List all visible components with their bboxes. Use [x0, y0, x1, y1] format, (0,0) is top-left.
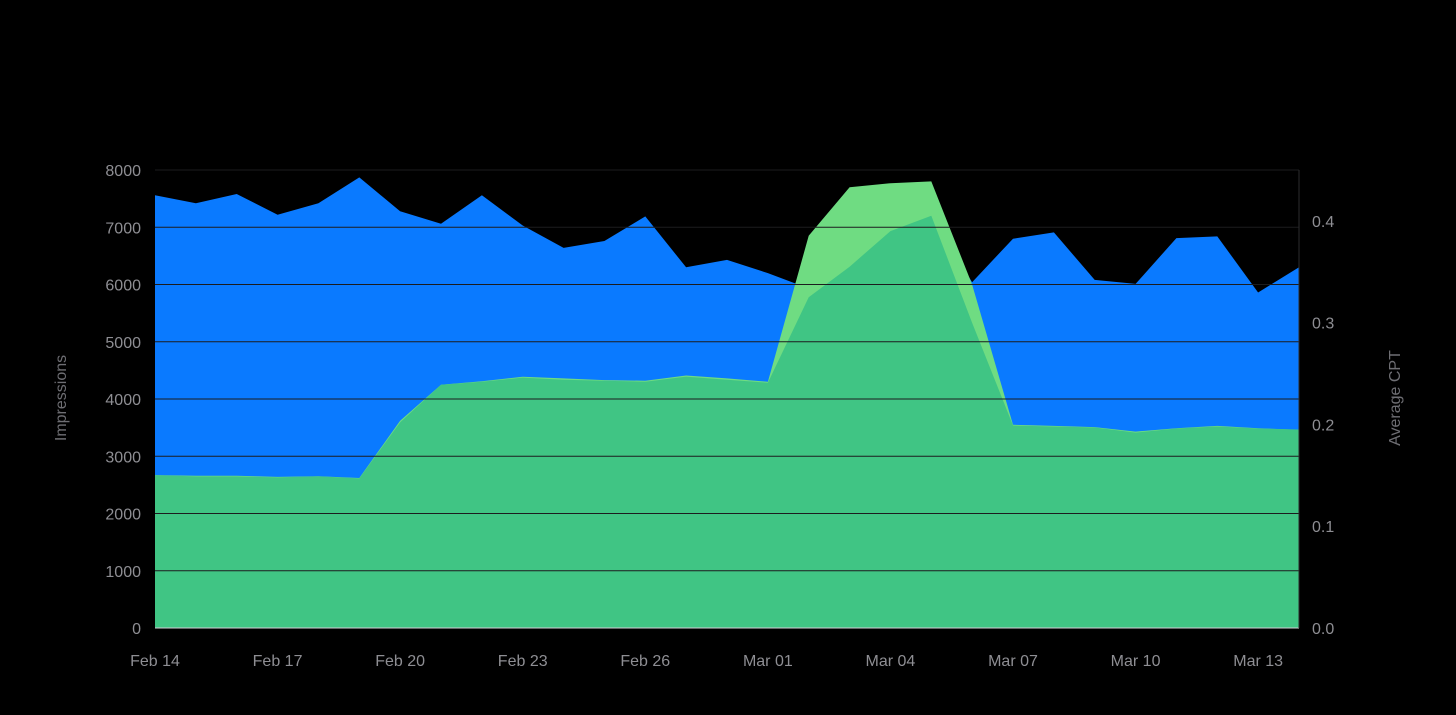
right-tick-label: 0.4 [1312, 214, 1334, 231]
x-axis-ticks: Feb 14 Feb 17 Feb 20 Feb 23 Feb 26 Mar 01 Mar … [130, 653, 1283, 670]
right-tick-label: 0.0 [1312, 621, 1334, 638]
x-tick-label: Feb 26 [620, 653, 670, 670]
x-tick-label: Feb 20 [375, 653, 425, 670]
left-tick-label: 4000 [105, 392, 141, 409]
left-tick-label: 7000 [105, 220, 141, 237]
x-tick-label: Mar 01 [743, 653, 793, 670]
x-tick-label: Feb 14 [130, 653, 180, 670]
right-tick-label: 0.1 [1312, 519, 1334, 536]
x-tick-label: Feb 17 [253, 653, 303, 670]
right-axis-ticks: 0.0 0.1 0.2 0.3 0.4 [1312, 214, 1334, 638]
x-tick-label: Feb 23 [498, 653, 548, 670]
right-tick-label: 0.2 [1312, 417, 1334, 434]
area-series-3 [155, 215, 1299, 629]
left-tick-label: 2000 [105, 507, 141, 524]
x-tick-label: Mar 13 [1233, 653, 1283, 670]
left-tick-label: 0 [132, 621, 141, 638]
right-tick-label: 0.3 [1312, 316, 1334, 333]
left-tick-label: 6000 [105, 278, 141, 295]
x-tick-label: Mar 07 [988, 653, 1038, 670]
left-axis-ticks: 0 1000 2000 3000 4000 5000 6000 7000 8000 [105, 163, 141, 638]
left-tick-label: 5000 [105, 335, 141, 352]
x-tick-label: Mar 10 [1111, 653, 1161, 670]
gridlines [155, 169, 1300, 629]
left-tick-label: 1000 [105, 564, 141, 581]
x-tick-label: Mar 04 [866, 653, 916, 670]
left-tick-label: 8000 [105, 163, 141, 180]
left-tick-label: 3000 [105, 449, 141, 466]
right-axis-title: Average CPT [1387, 350, 1404, 446]
area-series-group [155, 177, 1299, 629]
left-axis-title: Impressions [53, 355, 70, 441]
